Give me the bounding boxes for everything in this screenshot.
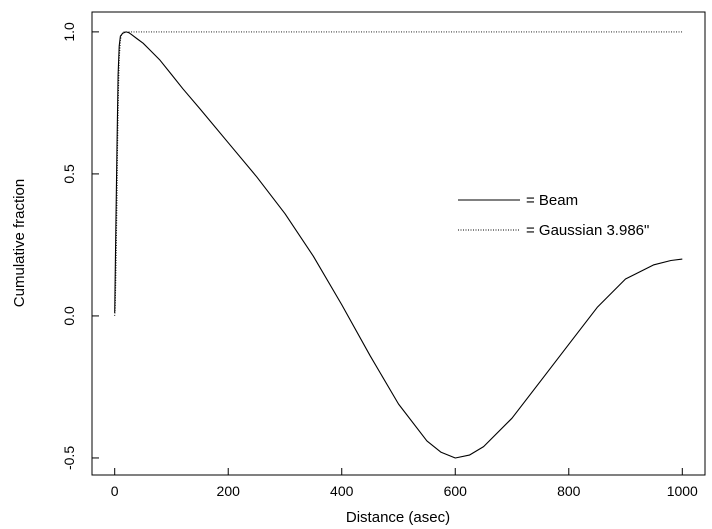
y-tick-label: 0.5 xyxy=(61,164,77,184)
y-tick-label: 0.0 xyxy=(61,306,77,326)
x-tick-label: 600 xyxy=(444,483,468,499)
x-tick-label: 800 xyxy=(557,483,581,499)
y-axis-label: Cumulative fraction xyxy=(11,179,28,307)
x-tick-label: 400 xyxy=(330,483,354,499)
x-axis-ticks: 0 200 400 600 800 1000 xyxy=(111,468,698,499)
series-layer xyxy=(114,31,683,459)
y-tick-label: -0.5 xyxy=(61,446,77,470)
x-tick-label: 0 xyxy=(111,483,119,499)
legend-label: = Beam xyxy=(526,192,578,209)
beam-series-line xyxy=(114,31,683,459)
x-tick-label: 1000 xyxy=(667,483,698,499)
x-tick-label: 200 xyxy=(217,483,241,499)
y-tick-label: 1.0 xyxy=(61,22,77,42)
plot-frame xyxy=(91,11,706,476)
legend-label: = Gaussian 3.986" xyxy=(526,222,649,239)
gaussian-series-line xyxy=(114,31,683,316)
y-axis-ticks: -0.5 0.0 0.5 1.0 xyxy=(61,22,99,470)
legend: = Beam = Gaussian 3.986" xyxy=(458,192,649,239)
x-axis-label: Distance (asec) xyxy=(346,509,450,526)
